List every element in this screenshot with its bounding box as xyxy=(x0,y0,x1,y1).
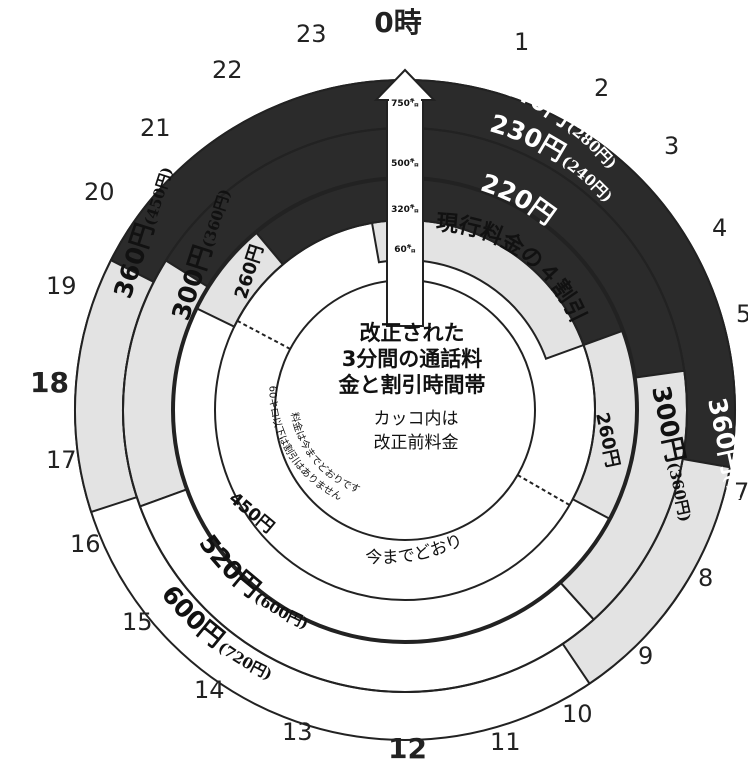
hour-1-label: 1 xyxy=(514,28,529,56)
hour-23-label: 23 xyxy=(296,20,327,48)
hour-labels: 0時 1 2 3 4 5 7 8 9 10 11 12 13 14 15 16 … xyxy=(30,6,748,765)
hour-11-label: 11 xyxy=(490,728,521,756)
hour-12-label: 12 xyxy=(388,732,427,765)
hour-16-label: 16 xyxy=(70,530,101,558)
distance-label-500: 500㌔ xyxy=(391,157,419,169)
hour-20-label: 20 xyxy=(84,178,115,206)
rate-rings xyxy=(74,79,736,741)
spoke-left xyxy=(236,319,291,350)
center-note-line-1: カッコ内は xyxy=(374,409,459,429)
hour-9-label: 9 xyxy=(638,642,653,670)
distance-label-750: 750㌔ xyxy=(391,97,419,109)
hour-4-label: 4 xyxy=(712,214,727,242)
center-title-line-3: 金と割引時間帯 xyxy=(338,373,486,397)
hour-22-label: 22 xyxy=(212,56,243,84)
hour-15-label: 15 xyxy=(122,608,153,636)
hour-18-label: 18 xyxy=(30,366,69,399)
hour-8-label: 8 xyxy=(698,564,713,592)
hour-10-label: 10 xyxy=(562,700,593,728)
distance-label-320: 320㌔ xyxy=(391,203,419,215)
spoke-right xyxy=(517,474,571,506)
hour-13-label: 13 xyxy=(282,718,313,746)
hour-21-label: 21 xyxy=(140,114,171,142)
hour-17-label: 17 xyxy=(46,446,77,474)
hour-5-label: 5 xyxy=(736,300,748,328)
hour-0-label: 0時 xyxy=(374,6,421,39)
distance-arrow: 750㌔ 500㌔ 320㌔ 60㌔ xyxy=(373,68,437,327)
hour-3-label: 3 xyxy=(664,132,679,160)
hour-19-label: 19 xyxy=(46,272,77,300)
center-note-line-2: 改正前料金 xyxy=(374,433,459,453)
hour-2-label: 2 xyxy=(594,74,609,102)
hour-7-label: 7 xyxy=(734,478,748,506)
distance-label-60: 60㌔ xyxy=(394,243,416,255)
center-title-line-2: 3分間の通話料 xyxy=(342,347,483,371)
hour-14-label: 14 xyxy=(194,676,225,704)
center-title-line-1: 改正された xyxy=(360,321,465,345)
